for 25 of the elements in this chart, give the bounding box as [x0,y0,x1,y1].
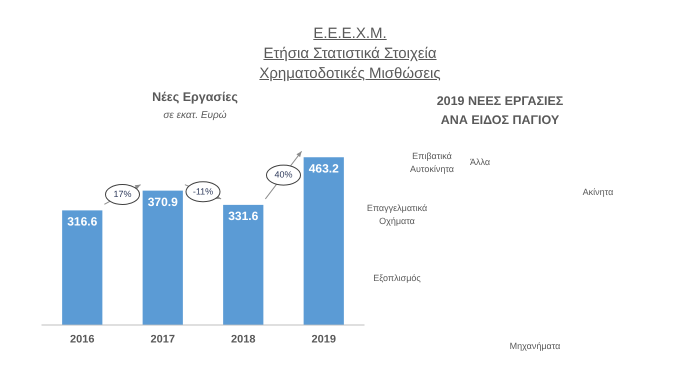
data-label: 331.6 [228,209,259,224]
data-label: 370.9 [148,194,178,209]
bar [62,210,102,325]
text: Άλλα [470,157,490,167]
text: Μηχανήματα [508,340,562,353]
chart-subtitle: Νέες Εργασίες [151,90,239,104]
bar [142,190,183,325]
x-tick-label: 2018 [231,333,256,346]
bar [304,157,344,325]
annotation: 17% [113,188,132,199]
text: Ακίνητα [582,186,614,199]
text: Επαγγελματικά Οχήματα [366,202,428,228]
annotation: -11% [192,186,214,196]
x-tick-label: 2016 [70,333,94,346]
chart-title: Ε.Ε.Ε.Χ.Μ. Ετήσια Στατιστικά Στοιχεία Χρηματοδοτικές Μισθώσεις [258,24,442,84]
annotation: 40% [274,170,293,180]
y-axis-title: σε εκατ. Ευρώ [162,110,228,121]
data-label: 463.2 [308,162,340,176]
bar [223,204,264,325]
text: Εξοπλισμός [372,272,422,285]
x-tick-label: 2019 [312,333,336,346]
text: Επιβατικά Αυτοκίνητα [409,150,455,176]
text: 2019 ΝΕΕΣ ΕΡΓΑΣΙΕΣ ΑΝΑ ΕΙΔΟΣ ΠΑΓΙΟΥ [436,93,564,129]
data-label: 316.6 [67,214,98,229]
x-tick-label: 2017 [150,333,175,346]
